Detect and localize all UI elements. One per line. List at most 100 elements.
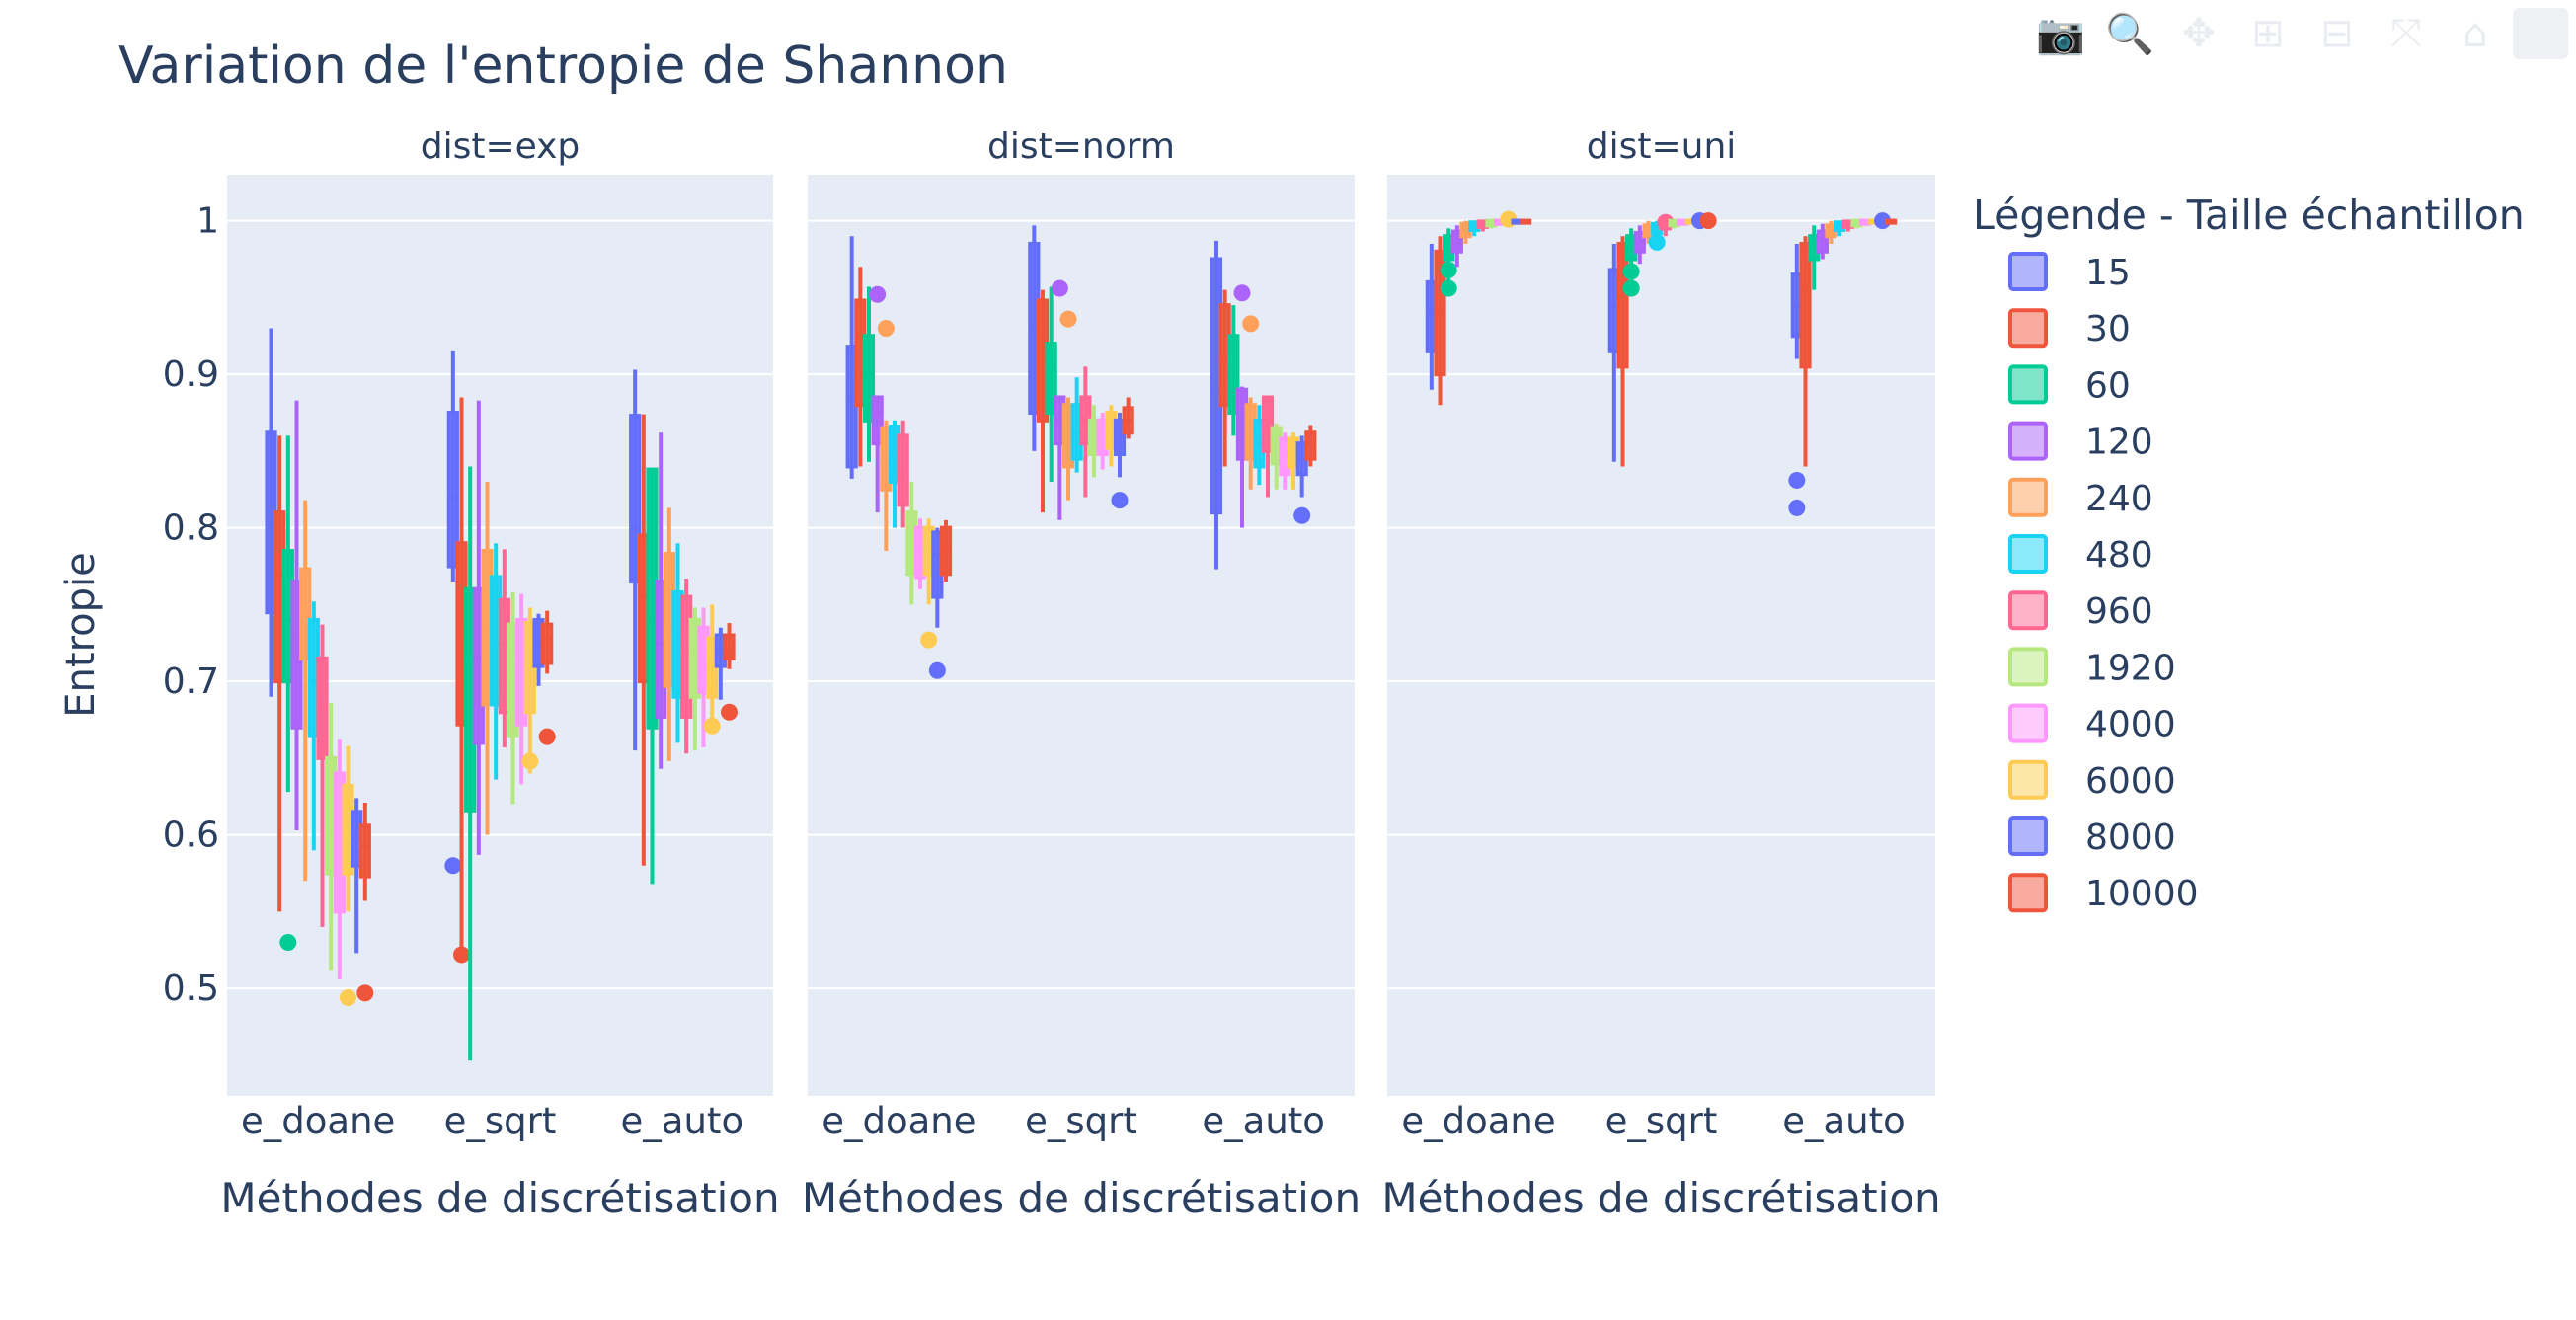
facet-panels: dist=exp e_doane e_sqrt e_auto Méthodes de d…: [163, 126, 1941, 1222]
box-10000[interactable]: [1520, 218, 1532, 225]
outlier-point[interactable]: [1440, 261, 1457, 278]
box-8000[interactable]: [1111, 413, 1129, 509]
outlier-point[interactable]: [1622, 263, 1640, 280]
legend-item-1920[interactable]: 1920: [2008, 647, 2176, 688]
outlier-point[interactable]: [1874, 212, 1891, 230]
legend-item-240[interactable]: 240: [2008, 477, 2153, 519]
legend-item-8000[interactable]: 8000: [2008, 816, 2176, 858]
box-10000[interactable]: [1699, 212, 1717, 230]
box-body: [1799, 241, 1812, 369]
legend-item-960[interactable]: 960: [2008, 590, 2153, 632]
x-tick-label: e_sqrt: [444, 1100, 557, 1142]
outlier-point[interactable]: [1059, 310, 1077, 328]
x-tick-label: e_auto: [621, 1100, 744, 1142]
outlier-point[interactable]: [521, 752, 539, 770]
box-960[interactable]: [316, 624, 329, 927]
box-body: [1261, 395, 1275, 453]
box-120[interactable]: [1633, 225, 1646, 265]
box-10000[interactable]: [538, 610, 556, 745]
box-60[interactable]: [1045, 286, 1057, 482]
legend-item-10000[interactable]: 10000: [2008, 873, 2199, 914]
legend-item-4000[interactable]: 4000: [2008, 703, 2176, 745]
zoom-icon[interactable]: 🔍: [2105, 11, 2154, 57]
plot-area[interactable]: [1387, 175, 1935, 1096]
box-30[interactable]: [1616, 236, 1629, 467]
box-15[interactable]: [629, 369, 642, 751]
outlier-point[interactable]: [1111, 492, 1129, 509]
outlier-point[interactable]: [1440, 279, 1457, 297]
box-60[interactable]: [1227, 305, 1240, 436]
facet-panel-0: dist=exp e_doane e_sqrt e_auto Méthodes de d…: [220, 126, 779, 1222]
outlier-point[interactable]: [1788, 471, 1806, 489]
box-120[interactable]: [1816, 223, 1829, 260]
plotly-logo[interactable]: [2513, 8, 2568, 59]
legend-item-6000[interactable]: 6000: [2008, 759, 2176, 802]
outlier-point[interactable]: [340, 988, 356, 1006]
box-15[interactable]: [1788, 243, 1806, 516]
outlier-point[interactable]: [920, 631, 938, 649]
outlier-point[interactable]: [1242, 315, 1260, 333]
legend-item-30[interactable]: 30: [2008, 308, 2131, 349]
x-tick-label: e_sqrt: [1025, 1100, 1137, 1142]
outlier-point[interactable]: [877, 320, 895, 337]
outlier-point[interactable]: [1233, 284, 1251, 302]
box-240[interactable]: [1459, 220, 1472, 244]
pan-icon[interactable]: ✥: [2182, 11, 2216, 56]
legend-label: 60: [2085, 365, 2131, 406]
autoscale-icon[interactable]: ⤧: [2390, 11, 2422, 56]
box-60[interactable]: [1622, 228, 1640, 297]
box-960[interactable]: [897, 420, 909, 528]
legend-item-60[interactable]: 60: [2008, 364, 2131, 406]
outlier-point[interactable]: [538, 728, 556, 745]
x-tick-label: e_auto: [1782, 1100, 1906, 1142]
outlier-point[interactable]: [279, 934, 297, 951]
outlier-point[interactable]: [1699, 212, 1717, 230]
box-15[interactable]: [444, 350, 462, 875]
box-10000[interactable]: [939, 519, 953, 582]
legend-item-480[interactable]: 480: [2008, 534, 2153, 576]
plot-area[interactable]: [808, 175, 1355, 1096]
outlier-point[interactable]: [1051, 279, 1068, 297]
box-8000[interactable]: [1293, 435, 1311, 524]
box-60[interactable]: [862, 286, 876, 462]
box-10000[interactable]: [1885, 218, 1898, 225]
box-120[interactable]: [1233, 284, 1251, 528]
box-240[interactable]: [299, 500, 312, 882]
box-120[interactable]: [1450, 225, 1463, 268]
box-30[interactable]: [1434, 236, 1446, 406]
box-10000[interactable]: [1304, 425, 1317, 467]
box-10000[interactable]: [356, 802, 374, 1002]
outlier-point[interactable]: [356, 984, 374, 1002]
box-10000[interactable]: [1122, 397, 1134, 439]
outlier-point[interactable]: [1788, 499, 1806, 516]
home-icon[interactable]: ⌂: [2462, 11, 2488, 56]
outlier-point[interactable]: [444, 857, 462, 875]
outlier-point[interactable]: [1622, 279, 1640, 297]
box-6000[interactable]: [920, 518, 938, 649]
legend-item-15[interactable]: 15: [2008, 252, 2131, 293]
outlier-point[interactable]: [703, 717, 721, 735]
outlier-point[interactable]: [453, 946, 470, 964]
zoom-in-icon[interactable]: ⊞: [2251, 11, 2285, 56]
outlier-point[interactable]: [721, 703, 738, 721]
legend-item-120[interactable]: 120: [2008, 421, 2153, 463]
legend-label: 120: [2085, 423, 2153, 463]
box-60[interactable]: [1440, 228, 1457, 297]
outlier-point[interactable]: [1648, 233, 1666, 251]
modebar[interactable]: 📷 🔍 ✥ ⊞ ⊟ ⤧ ⌂: [2029, 8, 2568, 59]
outlier-point[interactable]: [1293, 506, 1311, 524]
box-120[interactable]: [869, 285, 887, 513]
x-axis-title: Méthodes de discrétisation: [802, 1174, 1361, 1222]
box-30[interactable]: [1799, 236, 1812, 467]
legend-swatch: [2008, 647, 2048, 687]
zoom-out-icon[interactable]: ⊟: [2320, 11, 2354, 56]
box-15[interactable]: [1425, 243, 1438, 390]
legend-swatch: [2008, 816, 2048, 856]
legend[interactable]: Légende - Taille échantillon 15 30 60 120 240…: [1973, 192, 2525, 914]
outlier-point[interactable]: [928, 661, 946, 679]
outlier-point[interactable]: [869, 285, 887, 303]
legend-label: 30: [2085, 309, 2131, 349]
camera-icon[interactable]: 📷: [2036, 11, 2085, 57]
box-body: [541, 622, 554, 665]
box-10000[interactable]: [721, 623, 738, 721]
